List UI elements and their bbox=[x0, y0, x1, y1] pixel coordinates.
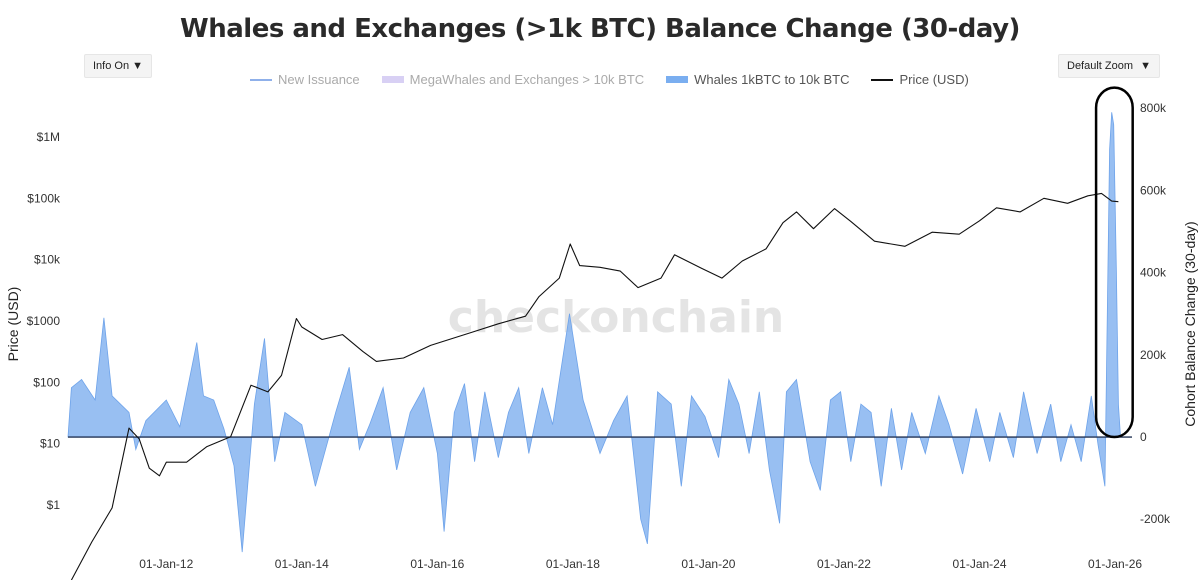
info-toggle-dropdown[interactable]: Info On ▼ bbox=[84, 54, 152, 78]
y-left-tick-label: $100k bbox=[27, 191, 61, 205]
y-right-tick-label: 600k bbox=[1140, 183, 1167, 197]
series-whale-balance-area bbox=[67, 112, 1121, 553]
x-tick-label: 01-Jan-14 bbox=[275, 557, 329, 571]
chevron-down-icon: ▼ bbox=[1140, 60, 1151, 72]
y-left-tick-label: $10k bbox=[34, 253, 61, 267]
x-tick-label: 01-Jan-24 bbox=[952, 557, 1006, 571]
y-left-tick-label: $1000 bbox=[27, 314, 61, 328]
info-toggle-label: Info On bbox=[93, 60, 130, 72]
y-right-tick-label: 0 bbox=[1140, 430, 1147, 444]
y-left-tick-label: $1M bbox=[37, 130, 60, 144]
legend-swatch bbox=[871, 78, 894, 81]
y-right-tick-label: 400k bbox=[1140, 266, 1167, 280]
x-tick-label: 01-Jan-12 bbox=[139, 557, 193, 571]
legend-item[interactable]: Price (USD) bbox=[871, 72, 969, 87]
x-tick-label: 01-Jan-20 bbox=[681, 557, 735, 571]
legend-label: Whales 1kBTC to 10k BTC bbox=[694, 72, 850, 87]
legend-item[interactable]: MegaWhales and Exchanges > 10k BTC bbox=[381, 72, 645, 87]
y-right-tick-label: 800k bbox=[1140, 101, 1167, 115]
legend-item[interactable]: Whales 1kBTC to 10k BTC bbox=[666, 72, 849, 87]
chevron-down-icon: ▼ bbox=[132, 60, 143, 72]
y-left-tick-label: $100 bbox=[33, 375, 60, 389]
y-left-axis-title: Price (USD) bbox=[5, 287, 21, 362]
x-tick-label: 01-Jan-16 bbox=[410, 557, 464, 571]
y-left-tick-label: $10 bbox=[40, 437, 60, 451]
legend-swatch bbox=[250, 78, 272, 81]
legend-swatch bbox=[666, 76, 689, 83]
x-tick-label: 01-Jan-18 bbox=[546, 557, 600, 571]
series-price-line bbox=[70, 192, 1119, 580]
legend-label: Price (USD) bbox=[899, 72, 969, 87]
highlight-outline bbox=[1094, 86, 1134, 439]
y-left-tick-label: $1 bbox=[47, 498, 61, 512]
chart-title: Whales and Exchanges (>1k BTC) Balance C… bbox=[180, 14, 1020, 44]
legend-label: MegaWhales and Exchanges > 10k BTC bbox=[409, 72, 645, 87]
zoom-dropdown[interactable]: Default Zoom ▼ bbox=[1058, 54, 1160, 78]
legend: New Issuance MegaWhales and Exchanges > 1… bbox=[250, 72, 969, 87]
y-right-axis-title: Cohort Balance Change (30-day) bbox=[1182, 221, 1198, 426]
y-right-tick-label: 200k bbox=[1140, 348, 1167, 362]
x-tick-label: 01-Jan-26 bbox=[1088, 557, 1142, 571]
y-right-tick-label: -200k bbox=[1140, 512, 1171, 526]
legend-swatch bbox=[381, 76, 404, 83]
watermark-text: checkonchain bbox=[448, 292, 784, 343]
zoom-label: Default Zoom bbox=[1067, 60, 1134, 72]
legend-item[interactable]: New Issuance bbox=[250, 72, 360, 87]
x-tick-label: 01-Jan-22 bbox=[817, 557, 871, 571]
legend-label: New Issuance bbox=[278, 72, 360, 87]
